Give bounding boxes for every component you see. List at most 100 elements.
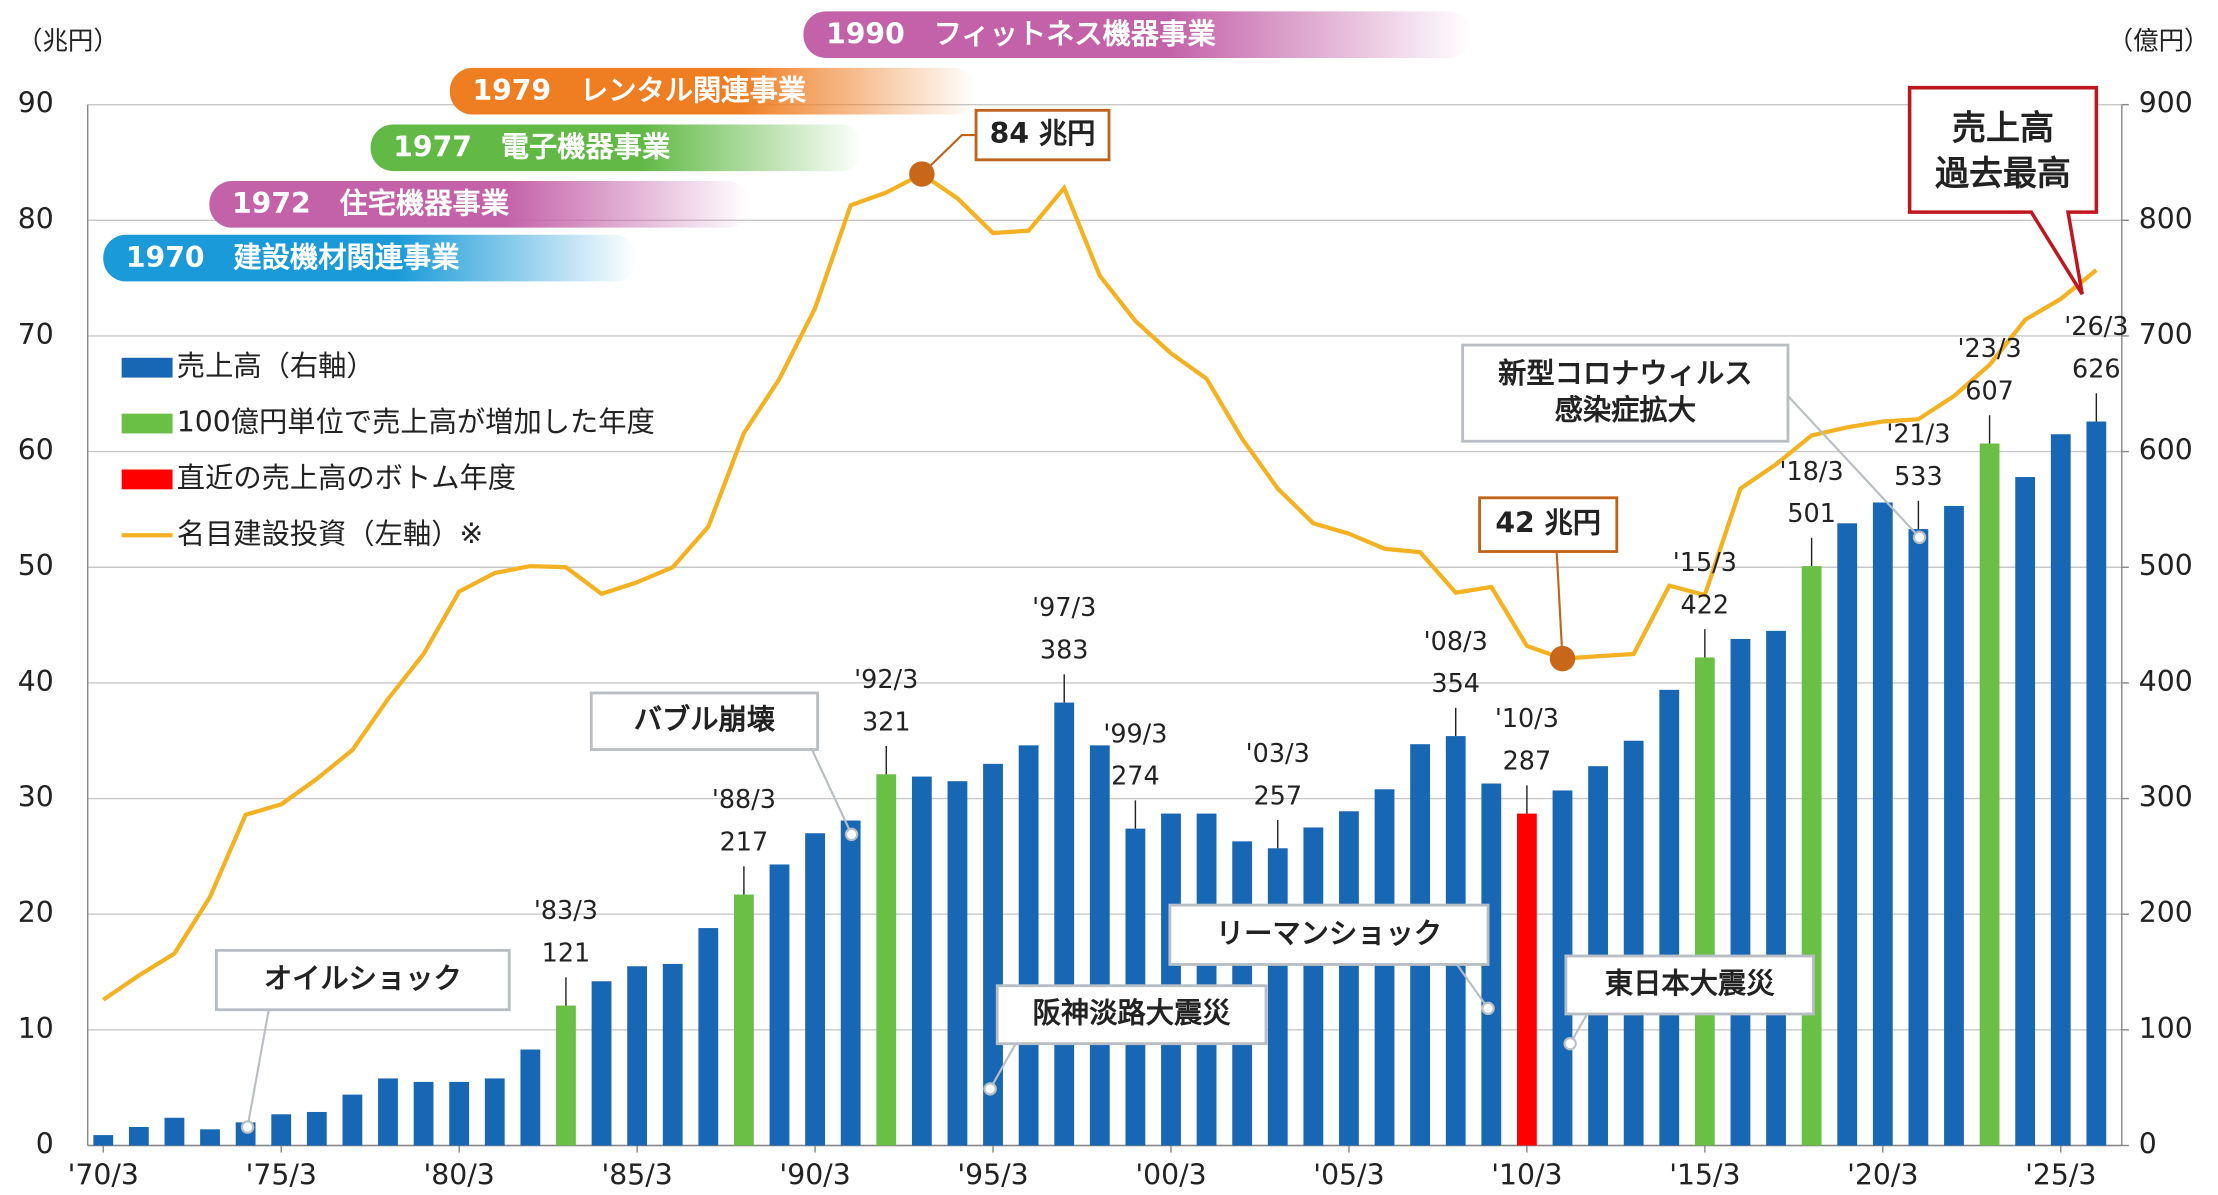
bar: [1303, 827, 1324, 1146]
bar: [2015, 477, 2036, 1146]
legend-swatch: [121, 357, 173, 378]
bar: [378, 1078, 398, 1146]
y-tick-label: 80: [18, 202, 54, 235]
bar-value-label: 257: [1253, 781, 1302, 811]
bar: [1694, 657, 1715, 1146]
bar: [1054, 702, 1075, 1146]
bar: [93, 1135, 114, 1146]
x-tick-label: '05/3: [1313, 1159, 1384, 1192]
bar: [1766, 630, 1786, 1146]
bar-category-label: '10/3: [1495, 704, 1559, 734]
bar-value-label: 321: [862, 707, 911, 737]
event-pointer: [989, 1043, 1017, 1090]
bar: [1516, 813, 1537, 1146]
y-tick-label: 20: [18, 896, 54, 929]
bar: [1801, 566, 1822, 1146]
line: [102, 171, 2098, 1002]
bar: [271, 1114, 292, 1146]
y-tick-label: 70: [18, 318, 54, 351]
legend-label: 売上高（右軸）: [177, 350, 375, 383]
bar-value-label: 287: [1503, 747, 1552, 777]
timeline-label: レンタル関連事業: [580, 74, 807, 107]
bar-value-label: 383: [1040, 636, 1089, 666]
bar: [1837, 523, 1858, 1146]
bar: [840, 820, 861, 1146]
bar: [2050, 434, 2071, 1146]
x-tick-label: '15/3: [1669, 1159, 1740, 1192]
callout-box: [1478, 496, 1619, 553]
legend-label: 100億円単位で売上高が増加した年度: [177, 406, 655, 439]
y2-tick-label: 900: [2139, 87, 2193, 120]
y-tick-label: 10: [18, 1012, 54, 1045]
bar-value-label: 354: [1431, 669, 1480, 699]
timeline-label: フィットネス機器事業: [934, 17, 1217, 50]
bar: [342, 1094, 363, 1146]
event-label: 阪神淡路大震災: [1033, 997, 1232, 1030]
bar-category-label: '23/3: [1958, 334, 2022, 364]
y2-tick-label: 400: [2139, 665, 2193, 698]
timeline-label: 電子機器事業: [501, 130, 671, 163]
event-label: 新型コロナウィルス: [1498, 357, 1752, 390]
event-pointer: [1787, 395, 1921, 539]
bar: [769, 864, 790, 1146]
bar-category-label: '26/3: [2064, 312, 2128, 342]
bar: [1018, 745, 1039, 1146]
line-marker: [909, 161, 935, 187]
legend-swatch: [121, 413, 173, 434]
bar: [1659, 689, 1680, 1146]
leader: [921, 133, 977, 175]
bar-category-label: '18/3: [1780, 457, 1844, 487]
bar-category-label: '99/3: [1103, 719, 1167, 749]
bar: [662, 963, 683, 1146]
legend-swatch: [121, 469, 173, 490]
bar: [1552, 790, 1573, 1146]
bar: [876, 774, 897, 1146]
event-box: [995, 984, 1268, 1046]
bar-value-label: 274: [1111, 762, 1160, 792]
record-label: 売上高: [1952, 109, 2054, 149]
bar: [1979, 443, 2000, 1146]
y-tick-label: 60: [18, 434, 54, 467]
bar: [1161, 813, 1181, 1146]
x-tick-label: '25/3: [2025, 1159, 2096, 1192]
bar: [128, 1126, 149, 1146]
event-dot: [844, 827, 859, 842]
legend-label: 直近の売上高のボトム年度: [177, 461, 516, 494]
bar: [627, 966, 648, 1146]
bar-value-label: 422: [1681, 591, 1730, 621]
y2-tick-label: 0: [2139, 1128, 2157, 1161]
bar-category-label: '15/3: [1673, 548, 1737, 578]
event-dot: [240, 1120, 255, 1134]
legend-label: 名目建設投資（左軸）※: [177, 517, 483, 550]
bar-value-label: 501: [1787, 499, 1836, 529]
bar: [591, 981, 612, 1146]
y2-tick-label: 800: [2139, 202, 2193, 235]
bar: [1730, 638, 1751, 1146]
record-box: [1907, 85, 2099, 296]
x-tick-label: '75/3: [246, 1159, 317, 1192]
event-label: オイルショック: [264, 962, 462, 995]
y-tick-label: 90: [18, 87, 54, 120]
x-tick-label: '80/3: [424, 1159, 495, 1192]
event-label: 感染症拡大: [1555, 394, 1696, 427]
timeline-year: 1990: [826, 17, 905, 50]
bar: [1196, 813, 1217, 1146]
event-box: [1564, 954, 1815, 1016]
bar-category-label: '97/3: [1032, 593, 1096, 623]
timeline-label: 建設機材関連事業: [233, 241, 460, 274]
timeline-band: [449, 67, 977, 115]
bar: [164, 1117, 185, 1146]
timeline-band: [803, 11, 1472, 58]
y2-tick-label: 600: [2139, 434, 2193, 467]
bar: [484, 1078, 505, 1146]
bar: [947, 781, 968, 1146]
bar-category-label: '03/3: [1246, 739, 1310, 769]
timeline-label: 住宅機器事業: [339, 187, 509, 220]
y2-tick-label: 300: [2139, 781, 2193, 814]
bar: [200, 1129, 220, 1146]
bar-value-label: 533: [1894, 462, 1943, 492]
bar-value-label: 607: [1965, 377, 2014, 407]
event-box: [215, 948, 511, 1012]
event-pointer: [1456, 963, 1489, 1009]
timeline-year: 1979: [472, 74, 551, 107]
